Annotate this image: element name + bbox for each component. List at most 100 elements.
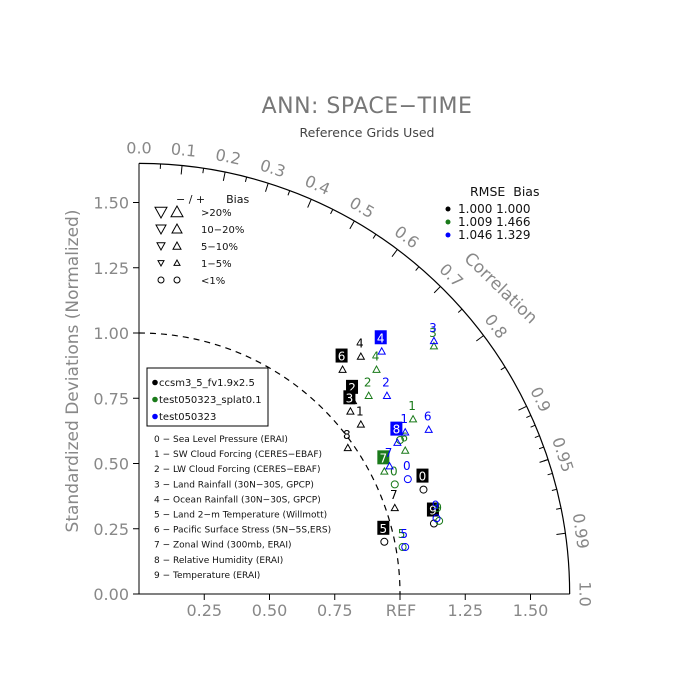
bias-marker-plus xyxy=(172,240,182,250)
variable-legend-item: 6 − Pacific Surface Stress (5N−5S,ERS) xyxy=(154,526,331,536)
data-point-marker xyxy=(380,537,389,546)
std-tick-label: 0.50 xyxy=(93,455,129,474)
data-point-marker xyxy=(346,406,355,415)
corr-major-tick xyxy=(180,165,183,175)
corr-minor-tick xyxy=(330,209,334,215)
data-point: 2 xyxy=(364,376,374,399)
corr-tick-label: 0.3 xyxy=(258,156,288,182)
data-point: 2 xyxy=(382,376,392,399)
data-point-marker xyxy=(429,341,439,350)
data-point-label: 4 xyxy=(356,336,364,350)
data-point-label: 0 xyxy=(403,459,411,473)
rmse-legend-values: 1.009 1.466 xyxy=(458,215,531,229)
corr-major-tick xyxy=(222,171,226,181)
corr-tick-label: 0.4 xyxy=(302,171,333,199)
series-legend-name: test050323_splat0.1 xyxy=(159,395,262,406)
corr-tick-label: 0.5 xyxy=(346,193,378,222)
data-point-label: 5 xyxy=(400,527,408,541)
bias-marker-plus xyxy=(170,204,184,218)
rmse-legend-dot xyxy=(445,206,451,212)
std-tick-label: 0.00 xyxy=(93,585,129,604)
data-point-label-box xyxy=(416,468,429,483)
data-point-marker xyxy=(338,365,347,373)
rmse-legend-dot xyxy=(445,232,451,238)
bias-marker-minus xyxy=(155,224,167,236)
std-dev-ticks: 0.00 0.25 0.50 0.75 1.00 1.25 1.50 xyxy=(93,194,139,604)
corr-minor-tick xyxy=(534,435,540,439)
data-point-label: 8 xyxy=(393,423,401,437)
variable-legend: 0 − Sea Level Pressure (ERAI) 1 − SW Clou… xyxy=(154,435,331,581)
data-point-label: 8 xyxy=(343,428,351,442)
data-point: 6 xyxy=(424,410,434,433)
bias-marker-minus xyxy=(157,260,165,268)
data-point-marker xyxy=(419,485,428,494)
data-point-marker xyxy=(382,391,392,399)
x-ticks: 0.25 0.50 0.75 1.25 1.50 xyxy=(186,594,548,620)
bias-legend-label: 1−5% xyxy=(201,259,232,270)
data-point-marker xyxy=(403,475,412,484)
data-point-label-box xyxy=(335,348,348,363)
std-tick-label: 0.25 xyxy=(93,520,129,539)
corr-tick-label: 0.95 xyxy=(548,435,577,475)
chart-subtitle: Reference Grids Used xyxy=(300,125,435,140)
bias-legend-label: >20% xyxy=(201,208,232,219)
std-tick-label: 0.75 xyxy=(93,389,129,408)
data-point: 0 xyxy=(390,464,399,489)
data-point: 0 xyxy=(403,459,412,484)
data-point: 1 xyxy=(408,399,418,423)
rmse-legend-header: RMSE Bias xyxy=(470,184,539,199)
data-point-marker xyxy=(401,543,410,552)
rmse-legend-values: 1.046 1.329 xyxy=(458,228,531,242)
data-point-label: 6 xyxy=(424,410,432,424)
data-point-label: 4 xyxy=(377,331,385,345)
data-point-marker xyxy=(385,461,394,470)
data-point-label-box xyxy=(390,421,403,436)
data-point-marker xyxy=(364,391,374,399)
data-point-marker xyxy=(435,516,444,525)
data-point: 6 xyxy=(335,348,348,373)
data-point-label-box xyxy=(426,502,439,517)
data-point: 9 xyxy=(434,501,444,525)
chart-title: ANN: SPACE−TIME xyxy=(262,94,473,119)
corr-major-tick xyxy=(433,286,441,294)
corr-tick-label: 0.99 xyxy=(569,512,593,550)
data-point-marker xyxy=(372,365,381,373)
data-point-label: 3 xyxy=(429,321,437,335)
data-point: 7 xyxy=(385,446,394,470)
corr-major-tick xyxy=(349,220,355,230)
data-point-marker xyxy=(400,445,410,454)
corr-minor-tick xyxy=(457,308,463,313)
data-point-marker xyxy=(390,480,399,489)
data-point: 6 xyxy=(400,430,410,454)
variable-legend-item: 1 − SW Cloud Forcing (CERES−EBAF) xyxy=(154,450,322,460)
data-point-marker xyxy=(379,466,389,475)
variable-legend-item: 2 − LW Cloud Forcing (CERES−EBAF) xyxy=(154,465,320,475)
data-point-label-box xyxy=(377,520,390,535)
corr-major-tick xyxy=(265,183,269,192)
ref-label: REF xyxy=(386,601,416,620)
corr-minor-tick xyxy=(372,234,377,239)
reference-std-arc xyxy=(138,332,401,595)
corr-minor-tick xyxy=(287,190,291,196)
corr-major-tick xyxy=(476,335,484,342)
corr-minor-tick xyxy=(415,266,420,271)
data-point-label: 3 xyxy=(429,326,437,340)
data-point: 4 xyxy=(356,336,366,360)
variable-legend-item: 3 − Land Rainfall (30N−30S, GPCP) xyxy=(154,480,314,490)
series-legend-dot xyxy=(152,396,158,403)
corr-minor-tick xyxy=(500,366,506,371)
corr-tick-label: 1.0 xyxy=(576,581,595,606)
data-point: 1 xyxy=(356,404,366,428)
corr-minor-tick xyxy=(244,176,248,182)
data-point: 3 xyxy=(429,326,439,350)
bias-marker-minus xyxy=(154,206,168,220)
corr-tick-label: 0.9 xyxy=(526,384,554,415)
data-point-label: 1 xyxy=(408,399,416,413)
variable-legend-item: 7 − Zonal Wind (300mb, ERAI) xyxy=(154,541,292,551)
x-tick-label: 0.25 xyxy=(186,601,222,620)
std-tick-label: 1.00 xyxy=(93,324,129,343)
variable-legend-item: 5 − Land 2−m Temperature (Willmott) xyxy=(154,511,327,521)
y-axis-label: Standardized Deviations (Normalized) xyxy=(63,210,83,533)
x-tick-label: 0.50 xyxy=(252,601,288,620)
